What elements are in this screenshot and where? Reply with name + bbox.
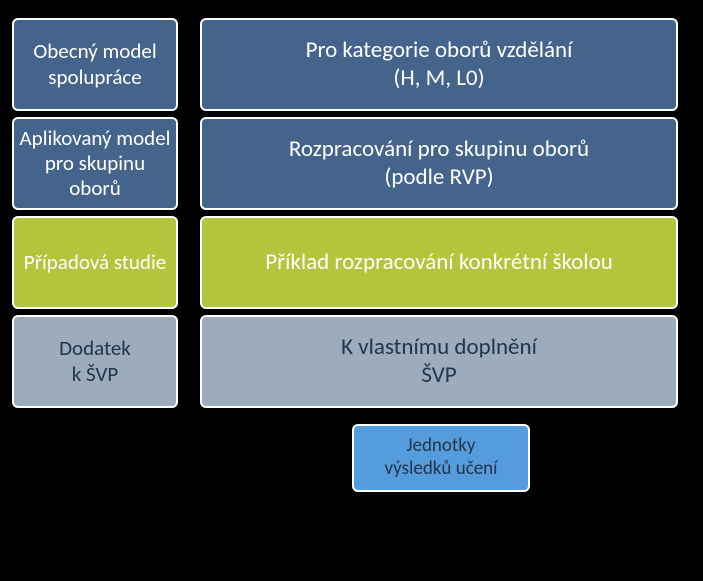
cell-r2-left: Aplikovaný model pro skupinu oborů xyxy=(12,117,178,210)
cell-r1-left: Obecný model spolupráce xyxy=(12,18,178,111)
cell-r3-left: Případová studie xyxy=(12,216,178,309)
cell-r4-right: K vlastnímu doplněníŠVP xyxy=(200,315,678,408)
footer-box: Jednotkyvýsledků učení xyxy=(352,424,530,492)
cell-r2-right: Rozpracování pro skupinu oborů(podle RVP… xyxy=(200,117,678,210)
cell-r1-right: Pro kategorie oborů vzdělání(H, M, L0) xyxy=(200,18,678,111)
cell-r3-right: Příklad rozpracování konkrétní školou xyxy=(200,216,678,309)
diagram-grid: Obecný model spolupráce Pro kategorie ob… xyxy=(12,18,691,408)
cell-r4-left: Dodatekk ŠVP xyxy=(12,315,178,408)
